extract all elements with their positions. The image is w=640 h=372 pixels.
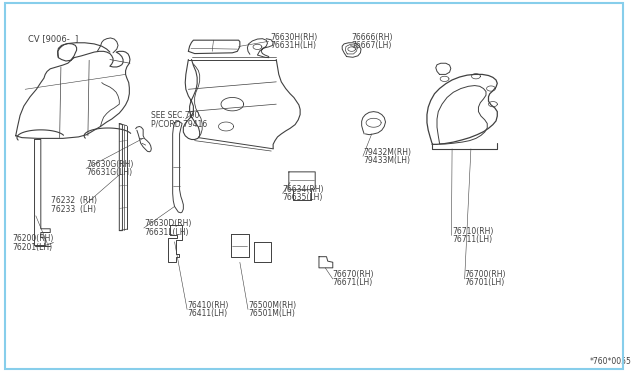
Text: 76630G(RH): 76630G(RH) <box>86 160 134 169</box>
Text: 76200(RH): 76200(RH) <box>13 234 54 243</box>
Text: 76670(RH): 76670(RH) <box>333 270 374 279</box>
Text: 76411(LH): 76411(LH) <box>187 310 227 318</box>
Text: 76701(LH): 76701(LH) <box>465 278 505 287</box>
Text: 76201(LH): 76201(LH) <box>13 243 52 251</box>
Text: 76711(LH): 76711(LH) <box>452 235 492 244</box>
Text: CV [9006-  ]: CV [9006- ] <box>28 35 79 44</box>
Text: 76667(LH): 76667(LH) <box>351 41 392 50</box>
Text: 76232  (RH): 76232 (RH) <box>51 196 97 205</box>
Text: 76630H(RH): 76630H(RH) <box>270 33 317 42</box>
Text: 76710(RH): 76710(RH) <box>452 227 493 236</box>
Text: 76501M(LH): 76501M(LH) <box>248 310 295 318</box>
Text: 76631L(LH): 76631L(LH) <box>145 228 189 237</box>
Text: 76631H(LH): 76631H(LH) <box>270 41 316 50</box>
Text: *760*0055: *760*0055 <box>590 357 632 366</box>
Text: 76500M(RH): 76500M(RH) <box>248 301 296 310</box>
Text: SEE SEC.790: SEE SEC.790 <box>150 111 199 120</box>
Text: 76233  (LH): 76233 (LH) <box>51 205 97 214</box>
Text: 76631G(LH): 76631G(LH) <box>86 168 132 177</box>
Text: 76635(LH): 76635(LH) <box>282 193 323 202</box>
Text: 76671(LH): 76671(LH) <box>333 278 373 287</box>
Text: P/CORD 79416: P/CORD 79416 <box>150 119 207 128</box>
Text: 76666(RH): 76666(RH) <box>351 33 393 42</box>
Text: 76410(RH): 76410(RH) <box>187 301 228 310</box>
Text: 79433M(LH): 79433M(LH) <box>363 156 410 165</box>
Text: 76634(RH): 76634(RH) <box>282 185 324 194</box>
Text: 76700(RH): 76700(RH) <box>465 270 506 279</box>
Text: 79432M(RH): 79432M(RH) <box>363 148 411 157</box>
Text: 76630D(RH): 76630D(RH) <box>145 219 192 228</box>
